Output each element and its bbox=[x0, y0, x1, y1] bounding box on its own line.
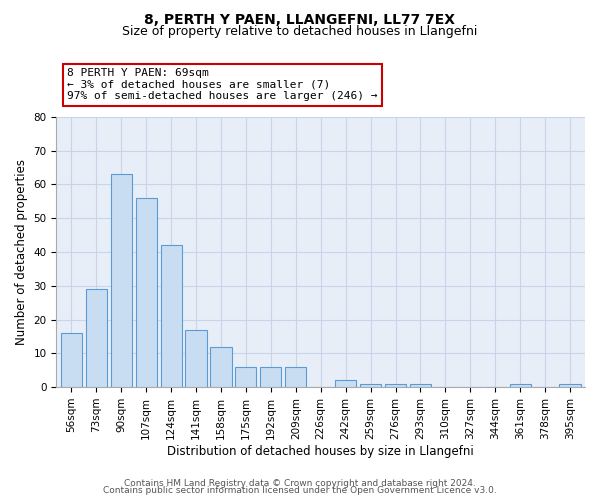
Bar bbox=[285, 367, 307, 387]
Text: Contains HM Land Registry data © Crown copyright and database right 2024.: Contains HM Land Registry data © Crown c… bbox=[124, 478, 476, 488]
Bar bbox=[185, 330, 206, 387]
Bar bbox=[110, 174, 132, 387]
Bar bbox=[559, 384, 581, 387]
Bar bbox=[86, 289, 107, 387]
Bar bbox=[211, 346, 232, 387]
Bar bbox=[235, 367, 256, 387]
X-axis label: Distribution of detached houses by size in Llangefni: Distribution of detached houses by size … bbox=[167, 444, 474, 458]
Text: 8 PERTH Y PAEN: 69sqm
← 3% of detached houses are smaller (7)
97% of semi-detach: 8 PERTH Y PAEN: 69sqm ← 3% of detached h… bbox=[67, 68, 377, 102]
Y-axis label: Number of detached properties: Number of detached properties bbox=[15, 159, 28, 345]
Text: Size of property relative to detached houses in Llangefni: Size of property relative to detached ho… bbox=[122, 25, 478, 38]
Bar bbox=[136, 198, 157, 387]
Bar bbox=[385, 384, 406, 387]
Bar bbox=[360, 384, 381, 387]
Bar bbox=[509, 384, 531, 387]
Bar bbox=[260, 367, 281, 387]
Text: Contains public sector information licensed under the Open Government Licence v3: Contains public sector information licen… bbox=[103, 486, 497, 495]
Bar bbox=[161, 245, 182, 387]
Bar bbox=[335, 380, 356, 387]
Bar bbox=[61, 333, 82, 387]
Bar bbox=[410, 384, 431, 387]
Text: 8, PERTH Y PAEN, LLANGEFNI, LL77 7EX: 8, PERTH Y PAEN, LLANGEFNI, LL77 7EX bbox=[145, 12, 455, 26]
